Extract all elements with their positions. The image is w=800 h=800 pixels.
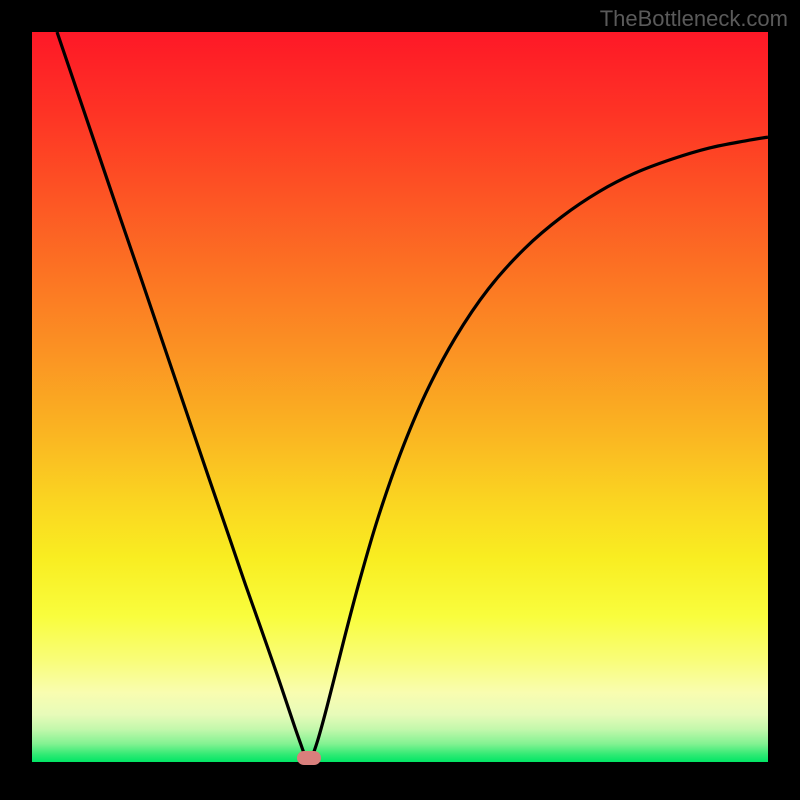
minimum-marker bbox=[297, 751, 321, 765]
plot-area bbox=[32, 32, 768, 762]
left-curve bbox=[57, 32, 309, 762]
curve-svg bbox=[32, 32, 768, 762]
outer-frame: TheBottleneck.com bbox=[0, 0, 800, 800]
right-curve bbox=[309, 137, 768, 762]
watermark-label: TheBottleneck.com bbox=[600, 6, 788, 32]
